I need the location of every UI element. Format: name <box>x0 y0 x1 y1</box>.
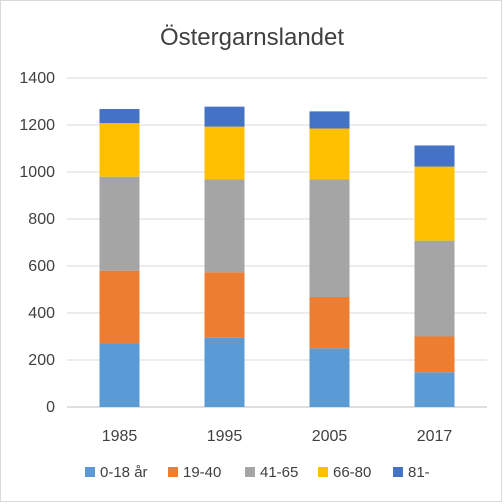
legend-swatch <box>393 467 403 477</box>
legend-swatch <box>168 467 178 477</box>
y-tick-label: 200 <box>28 352 55 369</box>
bar-segment <box>414 145 455 167</box>
bar-segment <box>204 337 245 407</box>
bar-segment <box>309 128 350 180</box>
y-tick-label: 1400 <box>19 70 55 87</box>
bar-segment <box>309 179 350 298</box>
x-axis-tick-labels: 1985 1995 2005 2017 <box>102 428 453 445</box>
bar-segment <box>99 123 140 177</box>
legend-label: 0-18 år <box>100 464 148 481</box>
legend-swatch <box>318 467 328 477</box>
bar-segment <box>414 372 455 407</box>
bar-segment <box>99 176 140 271</box>
y-axis-tick-labels: 0 200 400 600 800 1000 1200 1400 <box>19 70 55 416</box>
bar-segment <box>204 126 245 180</box>
chart-title: Östergarnslandet <box>160 24 344 51</box>
legend-label: 81- <box>408 464 430 481</box>
bar-segment <box>309 348 350 407</box>
bar-segment <box>309 297 350 349</box>
bar-segment <box>414 336 455 373</box>
legend-swatch <box>245 467 255 477</box>
legend-label: 19-40 <box>183 464 221 481</box>
y-tick-label: 400 <box>28 305 55 322</box>
x-tick-label: 2017 <box>417 428 453 445</box>
legend: 0-18 år 19-40 41-65 66-80 81- <box>85 464 430 481</box>
bar-segment <box>99 270 140 344</box>
bars <box>99 106 455 407</box>
y-tick-label: 1200 <box>19 117 55 134</box>
y-tick-label: 600 <box>28 258 55 275</box>
bar-segment <box>414 166 455 241</box>
y-tick-label: 0 <box>46 399 55 416</box>
bar-segment <box>414 240 455 337</box>
legend-label: 66-80 <box>333 464 371 481</box>
y-tick-label: 1000 <box>19 164 55 181</box>
x-tick-label: 1985 <box>102 428 138 445</box>
bar-segment <box>204 179 245 273</box>
x-tick-label: 2005 <box>312 428 348 445</box>
bar-segment <box>309 111 350 129</box>
bar-segment <box>99 109 140 124</box>
legend-swatch <box>85 467 95 477</box>
y-tick-label: 800 <box>28 211 55 228</box>
bar-segment <box>204 106 245 127</box>
legend-label: 41-65 <box>260 464 298 481</box>
x-tick-label: 1995 <box>207 428 243 445</box>
bar-segment <box>99 343 140 407</box>
bar-segment <box>204 272 245 338</box>
